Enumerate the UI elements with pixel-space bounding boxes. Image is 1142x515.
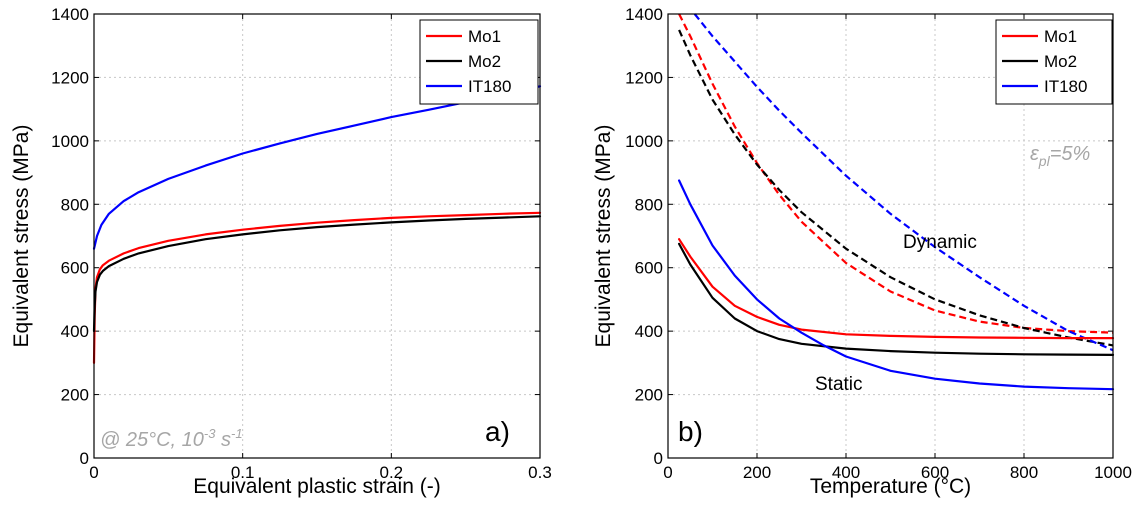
strain-level-annotation: εpl=5% (1030, 143, 1090, 169)
x-axis-label: Equivalent plastic strain (-) (193, 475, 440, 498)
annot-part: =5% (1050, 143, 1091, 165)
y-tick-label: 1200 (51, 68, 89, 87)
y-tick-label: 0 (80, 449, 89, 468)
panel-letter: a) (485, 416, 510, 447)
curve-label-static: Static (815, 374, 863, 395)
annot-symbol: ε (1030, 143, 1040, 165)
y-tick-label: 1200 (625, 68, 663, 87)
annot-sup: -3 (204, 426, 216, 441)
axes-box (93, 13, 541, 459)
legend-label-mo2: Mo2 (1044, 52, 1077, 71)
legend: Mo1 Mo2 IT180 (995, 19, 1113, 105)
series-line-it180-dashed (693, 13, 1114, 352)
curve-label-dynamic: Dynamic (903, 232, 977, 253)
legend-label-mo2: Mo2 (468, 52, 501, 71)
y-tick-label: 600 (61, 259, 89, 278)
annot-part: @ 25°C, 10 (100, 429, 204, 451)
y-tick-label: 400 (61, 322, 89, 341)
panel-b: 0 200 400 600 800 1000 0 200 400 600 800 1000 1200 14… (592, 5, 1132, 498)
x-tick-label: 0.2 (380, 463, 404, 482)
series-line-it180-solid (677, 179, 1115, 391)
x-tick-label: 0 (89, 463, 98, 482)
panel-letter: b) (678, 416, 703, 447)
y-tick-label: 0 (654, 449, 663, 468)
annot-sub: pl (1038, 153, 1051, 169)
y-tick-label: 1400 (51, 5, 89, 24)
legend-label-mo1: Mo1 (468, 27, 501, 46)
legend-label-it180: IT180 (1044, 77, 1087, 96)
y-tick-label: 1000 (625, 132, 663, 151)
series-line-mo2-solid (92, 215, 542, 333)
y-tick-label: 200 (61, 386, 89, 405)
y-axis-label: Equivalent stress (MPa) (10, 125, 33, 348)
y-tick-label: 800 (635, 195, 663, 214)
panel-a: 0 0.1 0.2 0.3 0 200 400 600 800 1000 1200 1400 Equiv… (10, 5, 552, 498)
y-tick-label: 400 (635, 322, 663, 341)
x-tick-label: 400 (832, 463, 860, 482)
legend-label-mo1: Mo1 (1044, 27, 1077, 46)
y-tick-label: 200 (635, 386, 663, 405)
y-axis-label: Equivalent stress (MPa) (592, 125, 615, 348)
test-condition-annotation: @ 25°C, 10-3 s-1 (100, 426, 243, 451)
y-tick-label: 1400 (625, 5, 663, 24)
annot-part: s (215, 429, 231, 451)
legend-label-it180: IT180 (468, 77, 511, 96)
x-tick-label: 600 (921, 463, 949, 482)
x-tick-label: 800 (1010, 463, 1038, 482)
annot-sup: -1 (231, 426, 243, 441)
series-line-mo1-solid (92, 211, 542, 364)
series-line-mo1-solid (677, 238, 1115, 340)
y-tick-label: 800 (61, 195, 89, 214)
x-axis-label: Temperature (°C) (810, 475, 971, 498)
legend: Mo1 Mo2 IT180 (419, 19, 539, 105)
y-tick-label: 600 (635, 259, 663, 278)
x-tick-label: 1000 (1094, 463, 1132, 482)
x-tick-label: 0.3 (528, 463, 552, 482)
y-tick-label: 1000 (51, 132, 89, 151)
series-line-mo2-dashed (678, 29, 1114, 347)
x-tick-label: 0 (663, 463, 672, 482)
axes-box (667, 13, 1114, 459)
x-tick-label: 0.1 (231, 463, 255, 482)
series-line-it180-solid (92, 85, 542, 250)
x-tick-label: 200 (743, 463, 771, 482)
